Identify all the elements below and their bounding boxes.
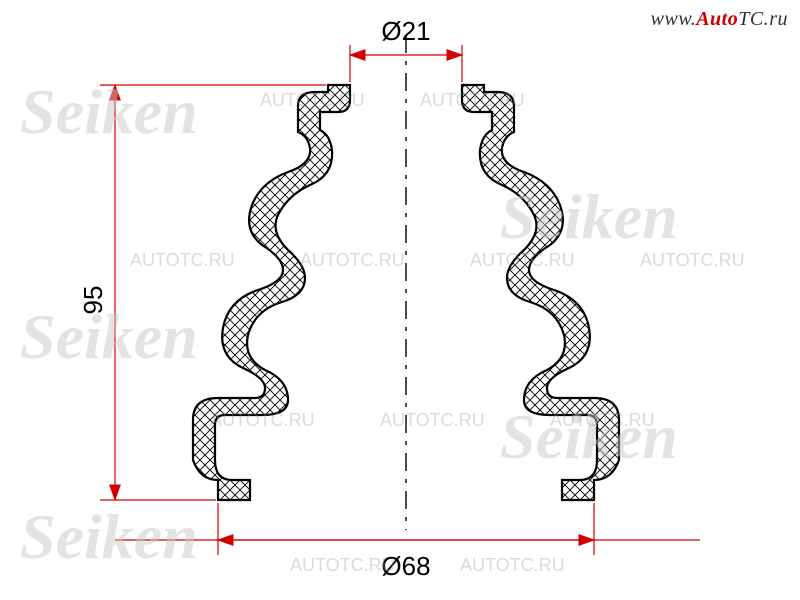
dimension-height-label: 95 [78,286,108,315]
boot-right-section [462,85,619,500]
site-url-prefix: www. [651,8,697,30]
site-url-suffix: .ru [764,8,788,30]
dimension-bottom-diameter [115,503,700,555]
site-url-brand2: TC [738,8,763,30]
boot-left-section [193,85,350,500]
site-url: www.AutoTC.ru [651,8,788,31]
dimension-bottom-label: Ø68 [381,551,430,581]
technical-drawing: Ø21 Ø68 95 [0,0,800,600]
dimension-top-label: Ø21 [381,16,430,46]
site-url-brand1: Auto [696,8,738,30]
